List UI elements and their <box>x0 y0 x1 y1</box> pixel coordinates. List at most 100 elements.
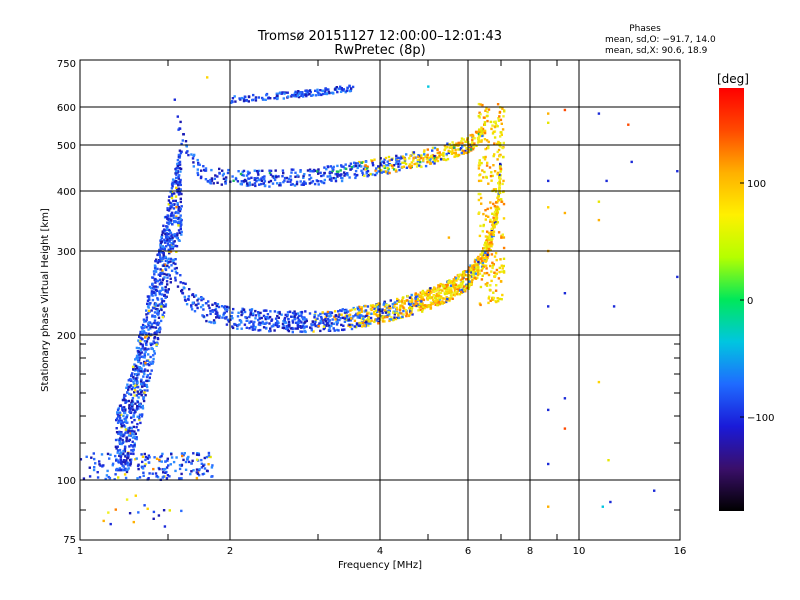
scatter-point <box>408 164 412 167</box>
scatter-point <box>125 386 128 389</box>
scatter-point <box>473 258 477 262</box>
scatter-point <box>143 389 146 392</box>
scatter-point <box>326 321 329 325</box>
scatter-point <box>483 170 486 174</box>
scatter-point <box>163 525 167 528</box>
scatter-point <box>174 270 178 273</box>
scatter-point <box>419 308 422 312</box>
scatter-point <box>478 116 481 119</box>
scatter-point <box>236 315 240 318</box>
scatter-point <box>326 310 330 314</box>
scatter-point <box>193 310 197 313</box>
scatter-point <box>131 386 134 389</box>
scatter-point <box>100 453 104 456</box>
scatter-point <box>127 429 130 433</box>
scatter-point <box>157 514 161 517</box>
scatter-point <box>162 468 166 471</box>
scatter-point <box>493 217 497 220</box>
scatter-point <box>405 153 408 156</box>
scatter-point <box>437 284 440 287</box>
scatter-point <box>500 133 503 136</box>
scatter-point <box>381 315 384 318</box>
scatter-point <box>469 264 472 267</box>
scatter-point <box>369 172 372 176</box>
scatter-point <box>450 287 453 291</box>
scatter-point <box>360 314 363 317</box>
scatter-point <box>245 319 248 322</box>
scatter-point <box>276 311 280 314</box>
scatter-point <box>326 165 330 169</box>
scatter-point <box>231 325 234 328</box>
scatter-point <box>118 404 122 408</box>
scatter-point <box>166 276 169 279</box>
scatter-point <box>337 315 340 318</box>
scatter-point <box>150 286 153 290</box>
scatter-point <box>276 314 279 318</box>
scatter-point <box>472 145 475 148</box>
scatter-point <box>396 308 399 311</box>
scatter-point <box>250 308 254 311</box>
scatter-point <box>449 286 452 289</box>
scatter-point <box>257 329 260 332</box>
scatter-point <box>290 171 293 174</box>
scatter-point <box>197 163 200 166</box>
scatter-point <box>477 258 480 262</box>
scatter-point <box>118 419 121 422</box>
scatter-point <box>491 266 494 270</box>
scatter-point <box>438 155 441 158</box>
scatter-point <box>125 461 129 464</box>
scatter-point <box>500 198 503 201</box>
colorbar-label-100: 100 <box>747 179 766 190</box>
scatter-point <box>128 426 132 429</box>
scatter-point <box>290 93 294 97</box>
scatter-point <box>179 167 183 171</box>
scatter-point <box>438 298 441 301</box>
scatter-point <box>487 248 491 251</box>
scatter-point <box>176 190 180 194</box>
scatter-point <box>127 452 130 455</box>
scatter-point <box>122 435 125 438</box>
scatter-point <box>299 330 302 333</box>
scatter-point <box>467 282 471 285</box>
scatter-point <box>210 466 214 469</box>
scatter-point <box>274 321 278 325</box>
scatter-point <box>365 172 368 175</box>
scatter-point <box>313 314 316 317</box>
scatter-point <box>123 433 126 436</box>
scatter-point <box>120 431 123 434</box>
scatter-point <box>336 318 339 322</box>
scatter-point <box>411 299 414 302</box>
scatter-point <box>363 174 366 177</box>
scatter-point <box>350 317 353 320</box>
scatter-point <box>281 91 285 94</box>
scatter-point <box>483 243 486 247</box>
scatter-point <box>135 426 138 429</box>
x-axis-label: Frequency [MHz] <box>338 560 422 571</box>
scatter-point <box>157 273 160 276</box>
scatter-point <box>143 384 146 387</box>
scatter-point <box>451 149 454 152</box>
scatter-point <box>122 465 125 468</box>
scatter-point <box>391 302 394 306</box>
scatter-point <box>322 321 325 324</box>
scatter-point <box>488 243 491 246</box>
scatter-point <box>398 309 402 312</box>
scatter-point <box>463 285 466 288</box>
scatter-point <box>326 314 329 318</box>
y-tick-300: 300 <box>57 247 76 258</box>
scatter-point <box>96 476 100 479</box>
scatter-point <box>176 201 179 205</box>
scatter-point <box>365 314 368 318</box>
scatter-point <box>493 170 497 173</box>
scatter-point <box>269 327 272 330</box>
scatter-point <box>383 165 386 168</box>
scatter-point <box>205 469 209 472</box>
scatter-point <box>176 272 179 275</box>
scatter-point <box>175 206 178 209</box>
scatter-point <box>431 154 435 157</box>
scatter-point <box>452 278 455 281</box>
scatter-point <box>176 162 179 166</box>
scatter-point <box>470 264 474 267</box>
x-tick-2: 2 <box>227 546 233 557</box>
scatter-point <box>308 168 312 171</box>
